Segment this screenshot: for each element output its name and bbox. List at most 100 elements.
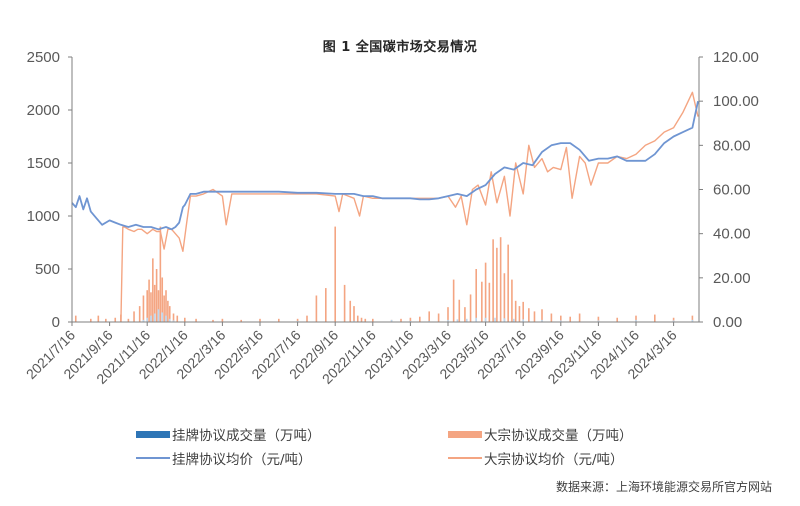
volume-bar [176,315,179,322]
volume-bar [507,244,509,322]
volume-bar [212,319,214,322]
legend-label: 大宗协议成交量（万吨） [484,428,633,444]
listed-price-line [71,101,699,231]
volume-bar [691,315,694,322]
volume-bar [522,301,524,322]
volume-bar [168,306,171,322]
volume-bar [159,226,162,322]
volume-bar [654,314,656,322]
volume-bar [165,290,167,322]
volume-bar [152,258,154,322]
volume-bar [157,290,160,322]
volume-bar [496,247,498,322]
volume-bar [484,262,487,322]
volume-bar [513,318,515,322]
y-tick-label: 1500 [27,155,60,172]
volume-bar [146,317,148,322]
volume-bar [503,318,506,322]
volume-bar [409,320,412,322]
volume-bar [560,320,562,322]
volume-bar [142,295,145,322]
legend-label: 大宗协议均价（元/吨） [484,452,624,468]
volume-bar [409,317,412,322]
legend-item-listed-price: 挂牌协议均价（元/吨） [136,448,312,468]
legend-label: 挂牌协议成交量（万吨） [172,428,321,444]
y-tick-label: 0.00 [713,314,742,331]
volume-bar [456,319,459,322]
y-tick-label: 1000 [27,208,60,225]
volume-bar [155,269,158,322]
volume-bar [353,306,355,322]
volume-bar [153,313,156,322]
volume-bar [488,282,491,322]
volume-bar [533,311,536,322]
volume-bar [142,319,145,322]
volume-bar [259,318,261,322]
volume-bar [691,319,694,322]
legend-item-listed-volume: 挂牌协议成交量（万吨） [136,424,321,444]
right-y-axis-ticks: 0.00 20.00 40.00 60.00 80.00 100.00 120.00 [699,49,759,331]
volume-bar [452,279,455,322]
volume-bar [447,319,449,322]
volume-bar [360,317,363,322]
volume-bar [306,315,308,322]
volume-bar [372,318,374,322]
volume-bar [464,307,466,322]
legend-bar-swatch-icon [136,430,170,438]
volume-bar [315,295,318,322]
volume-bar [296,320,299,322]
volume-bar [447,307,449,322]
volume-bar [428,311,430,322]
bulk-price-line [120,91,699,323]
volume-bar [356,315,359,322]
volume-bar [672,320,675,322]
bulk-volume-bars [74,226,694,322]
legend-line-swatch-icon [448,457,482,459]
volume-bar [511,279,513,322]
volume-bar [484,317,487,322]
y-tick-label: 100.00 [713,93,759,110]
volume-bar [127,318,130,322]
volume-bar [400,318,402,322]
volume-bar [419,316,421,322]
legend-bar-swatch-icon [448,430,482,438]
volume-bar [97,315,100,322]
volume-bar [133,311,135,322]
volume-bar [157,309,160,322]
volume-bar [148,279,150,322]
volume-bar [334,226,336,322]
volume-bar [240,319,242,322]
listed-volume-bars [142,309,694,322]
volume-bar [150,292,152,322]
volume-bar [161,277,164,322]
volume-bar [541,319,543,322]
volume-bar [114,317,117,322]
volume-bar [437,313,440,322]
volume-bar [475,317,477,322]
volume-bar [163,295,165,322]
legend-label: 挂牌协议均价（元/吨） [172,452,312,468]
volume-bar [469,294,472,322]
volume-bar [195,318,197,322]
volume-bar [528,308,530,322]
volume-bar [105,318,107,322]
left-y-axis-ticks: 0 500 1000 1500 2000 2500 [27,49,72,331]
volume-bar [428,320,430,322]
volume-bar [672,317,675,322]
volume-bar [349,300,352,322]
volume-bar [343,284,346,322]
volume-bar [458,299,461,322]
volume-bar [146,290,148,322]
volume-bar [569,316,571,322]
volume-bar [503,273,506,322]
y-tick-label: 500 [35,261,60,278]
volume-bar [150,315,152,322]
volume-bar [560,315,562,322]
volume-bar [390,319,393,322]
volume-bar [221,318,224,322]
volume-bar [364,318,367,322]
price-line [120,91,699,323]
volume-bar [550,313,553,322]
y-tick-label: 2000 [27,102,60,119]
